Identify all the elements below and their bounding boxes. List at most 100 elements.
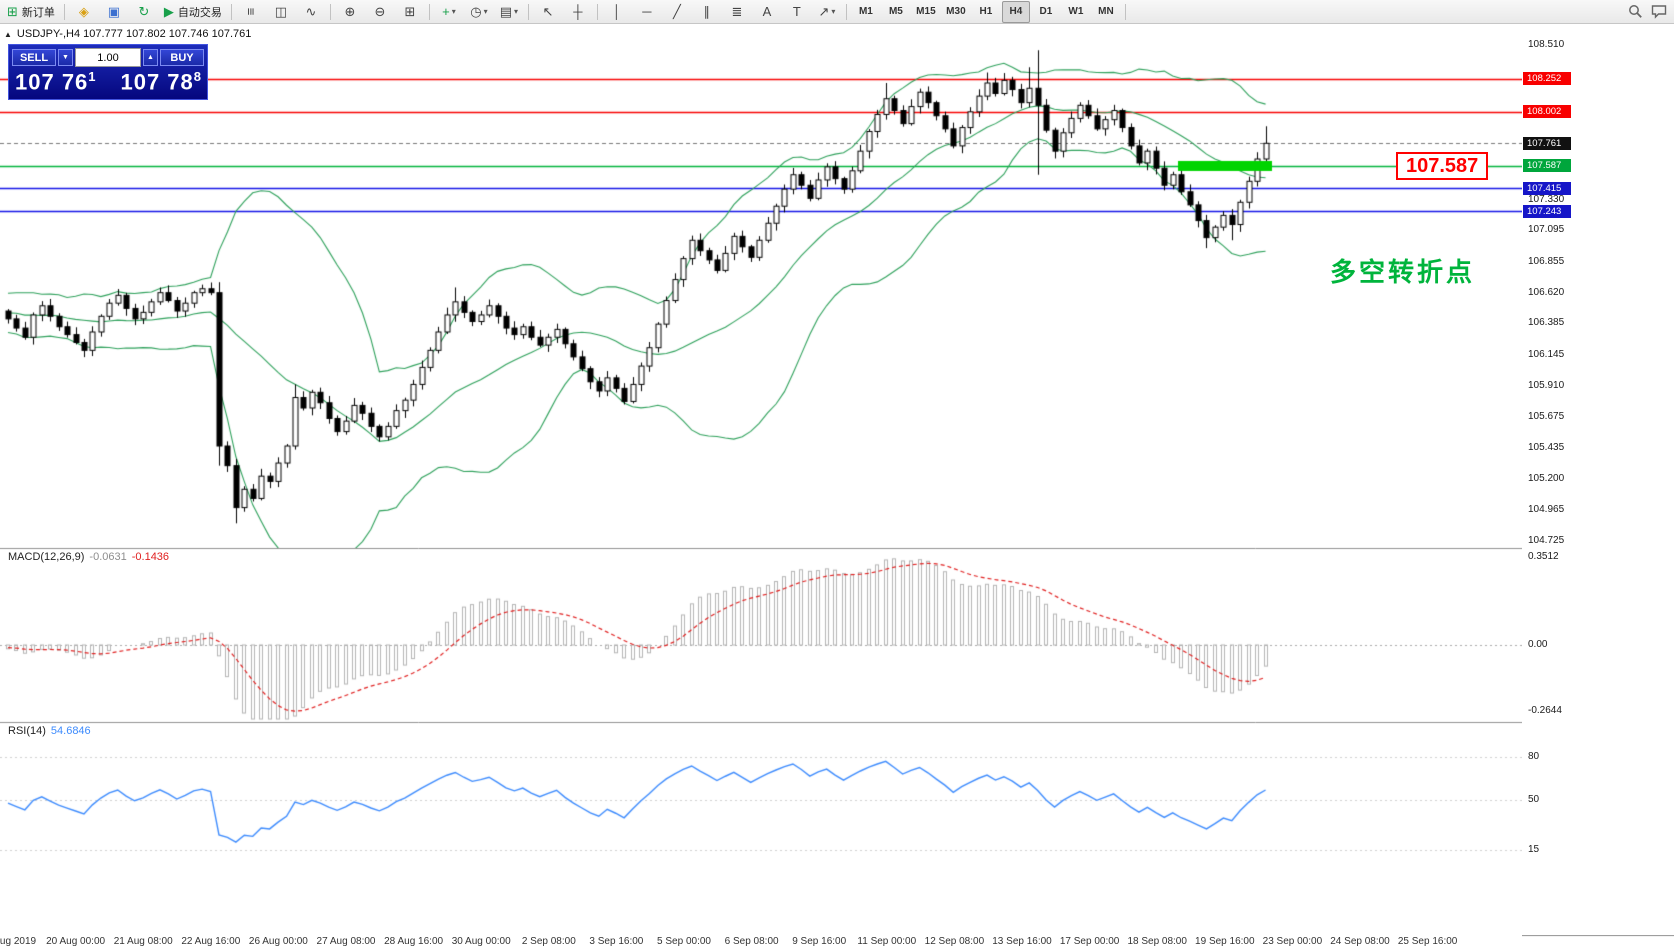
price-axis-label: 107.095	[1528, 224, 1565, 236]
lot-size-input[interactable]	[75, 48, 141, 67]
sell-price[interactable]: 107 761	[15, 69, 96, 95]
fibonacci-button[interactable]: ≣	[723, 1, 751, 23]
time-axis-label: 18 Sep 08:00	[1127, 936, 1187, 947]
label-button[interactable]: T	[783, 1, 811, 23]
zoom-in-button[interactable]: ⊕	[336, 1, 364, 23]
macd-axis-label: 0.00	[1528, 639, 1548, 650]
channel-icon: ∥	[703, 4, 711, 19]
current-price-badge[interactable]: 107.761	[1523, 136, 1571, 150]
crosshair-button[interactable]: ┼	[564, 1, 592, 23]
new-order-button[interactable]: ⊞ 新订单	[3, 1, 59, 23]
bars-chart-button[interactable]: ≡	[237, 1, 265, 23]
time-axis-label: 23 Sep 00:00	[1262, 936, 1323, 947]
cursor-button[interactable]: ↖	[534, 1, 562, 23]
price-axis-label: 104.965	[1528, 503, 1565, 515]
trendline-icon: ╱	[672, 4, 681, 19]
bars-chart-icon: ≡	[243, 7, 259, 16]
level-price-badge[interactable]: 108.252	[1523, 72, 1571, 86]
indicators-button[interactable]: + ▾	[435, 1, 463, 23]
periods-button[interactable]: ◷ ▾	[465, 1, 493, 23]
tf-d1-button[interactable]: D1	[1039, 6, 1053, 17]
horizontal-line-button[interactable]: ─	[633, 1, 661, 23]
text-button[interactable]: A	[753, 1, 781, 23]
toolbar-separator	[845, 3, 847, 20]
price-axis-label: 104.725	[1528, 535, 1565, 547]
profiles-icon: ▣	[107, 4, 121, 19]
channel-button[interactable]: ∥	[693, 1, 721, 23]
tf-w1-button[interactable]: W1	[1068, 6, 1084, 17]
profiles-button[interactable]: ▣	[100, 1, 128, 23]
arrows-button-dropdown-icon: ▾	[831, 7, 836, 16]
templates-button[interactable]: ▤ ▾	[495, 1, 523, 23]
time-axis-label: 13 Sep 16:00	[992, 936, 1052, 947]
price-axis-label: 106.855	[1528, 255, 1565, 267]
zoom-out-button[interactable]: ⊖	[366, 1, 394, 23]
new-order-icon: ⊞	[7, 4, 18, 19]
tf-m1-button[interactable]: M1	[858, 6, 873, 17]
auto-trading-button[interactable]: ▶ 自动交易	[160, 1, 226, 23]
tf-h4-button[interactable]: H4	[1001, 0, 1030, 23]
periods-button-dropdown-icon: ▾	[483, 7, 488, 16]
arrows-button[interactable]: ↗ ▾	[813, 1, 841, 23]
rsi-axis-label: 50	[1528, 794, 1540, 805]
sell-button[interactable]: SELL	[12, 49, 56, 66]
rsi-indicator-label: RSI(14) 54.6846	[8, 725, 91, 737]
buy-button[interactable]: BUY	[160, 49, 204, 66]
price-callout-label[interactable]: 107.587	[1396, 152, 1489, 180]
level-price-badge[interactable]: 107.243	[1523, 204, 1571, 218]
trendline-button[interactable]: ╱	[663, 1, 691, 23]
line-chart-button[interactable]: ∿	[297, 1, 325, 23]
periods-icon: ◷	[470, 4, 482, 19]
price-axis-label: 105.200	[1528, 472, 1565, 484]
tf-m5-button[interactable]: M5	[888, 6, 903, 17]
refresh-icon: ↻	[138, 4, 150, 19]
zoom-in-icon: ⊕	[344, 4, 356, 19]
price-axis-label: 106.385	[1528, 317, 1565, 329]
price-axis[interactable]: 108.510 107.330 107.095 106.855 106.620 106.3…	[1522, 24, 1674, 935]
tile-windows-button[interactable]: ⊞	[396, 1, 424, 23]
order-options-dropdown-icon[interactable]: ▼	[58, 49, 73, 66]
toolbar-separator	[230, 3, 232, 20]
collapse-panel-icon[interactable]: ▲	[4, 29, 12, 39]
chat-icon[interactable]	[1650, 2, 1668, 20]
fibonacci-icon: ≣	[731, 4, 743, 19]
rsi-axis-label: 80	[1528, 751, 1540, 762]
toolbar-separator	[428, 3, 430, 20]
level-price-badge[interactable]: 107.587	[1523, 159, 1571, 173]
trade-panel-controls: SELL ▼ ▲ BUY	[9, 45, 207, 68]
time-axis-label: 5 Sep 00:00	[657, 936, 711, 947]
time-axis-label: 11 Sep 00:00	[857, 936, 917, 947]
new-chart-button[interactable]: ◈	[70, 1, 98, 23]
new-order-button-label: 新订单	[21, 6, 55, 19]
chart-text-annotation[interactable]: 多空转折点	[1330, 257, 1476, 287]
toolbar-separator	[596, 3, 598, 20]
refresh-button[interactable]: ↻	[130, 1, 158, 23]
time-axis-label: 24 Sep 08:00	[1330, 936, 1390, 947]
label-icon: T	[792, 4, 801, 19]
time-axis-label: 17 Sep 00:00	[1059, 936, 1120, 947]
horizontal-line-icon: ─	[642, 4, 652, 19]
tf-mn-button[interactable]: MN	[1098, 6, 1114, 17]
buy-price[interactable]: 107 788	[120, 69, 201, 95]
rsi-axis-label: 15	[1528, 844, 1540, 856]
time-axis[interactable]: 16 Aug 2019 20 Aug 00:00 21 Aug 08:00 22 Au…	[0, 935, 1522, 949]
candles-chart-icon: ◫	[274, 4, 288, 19]
vertical-line-icon: │	[612, 4, 621, 19]
lot-increase-icon[interactable]: ▲	[143, 49, 158, 66]
level-price-badge[interactable]: 107.415	[1523, 181, 1571, 195]
price-axis-label: 106.620	[1528, 286, 1565, 298]
tf-m30-button[interactable]: M30	[946, 6, 966, 17]
trade-panel-prices: 107 761 107 788	[9, 68, 207, 99]
level-price-badge[interactable]: 108.002	[1523, 105, 1571, 119]
search-icon[interactable]	[1626, 2, 1644, 20]
tf-h1-button[interactable]: H1	[979, 6, 993, 17]
candles-chart-button[interactable]: ◫	[267, 1, 295, 23]
auto-trading-icon: ▶	[163, 4, 174, 19]
tf-m15-button[interactable]: M15	[916, 6, 936, 17]
toolbar-separator	[1124, 3, 1126, 20]
templates-button-dropdown-icon: ▾	[514, 7, 519, 16]
time-axis-label: 22 Aug 16:00	[181, 936, 241, 947]
vertical-line-button[interactable]: │	[603, 1, 631, 23]
